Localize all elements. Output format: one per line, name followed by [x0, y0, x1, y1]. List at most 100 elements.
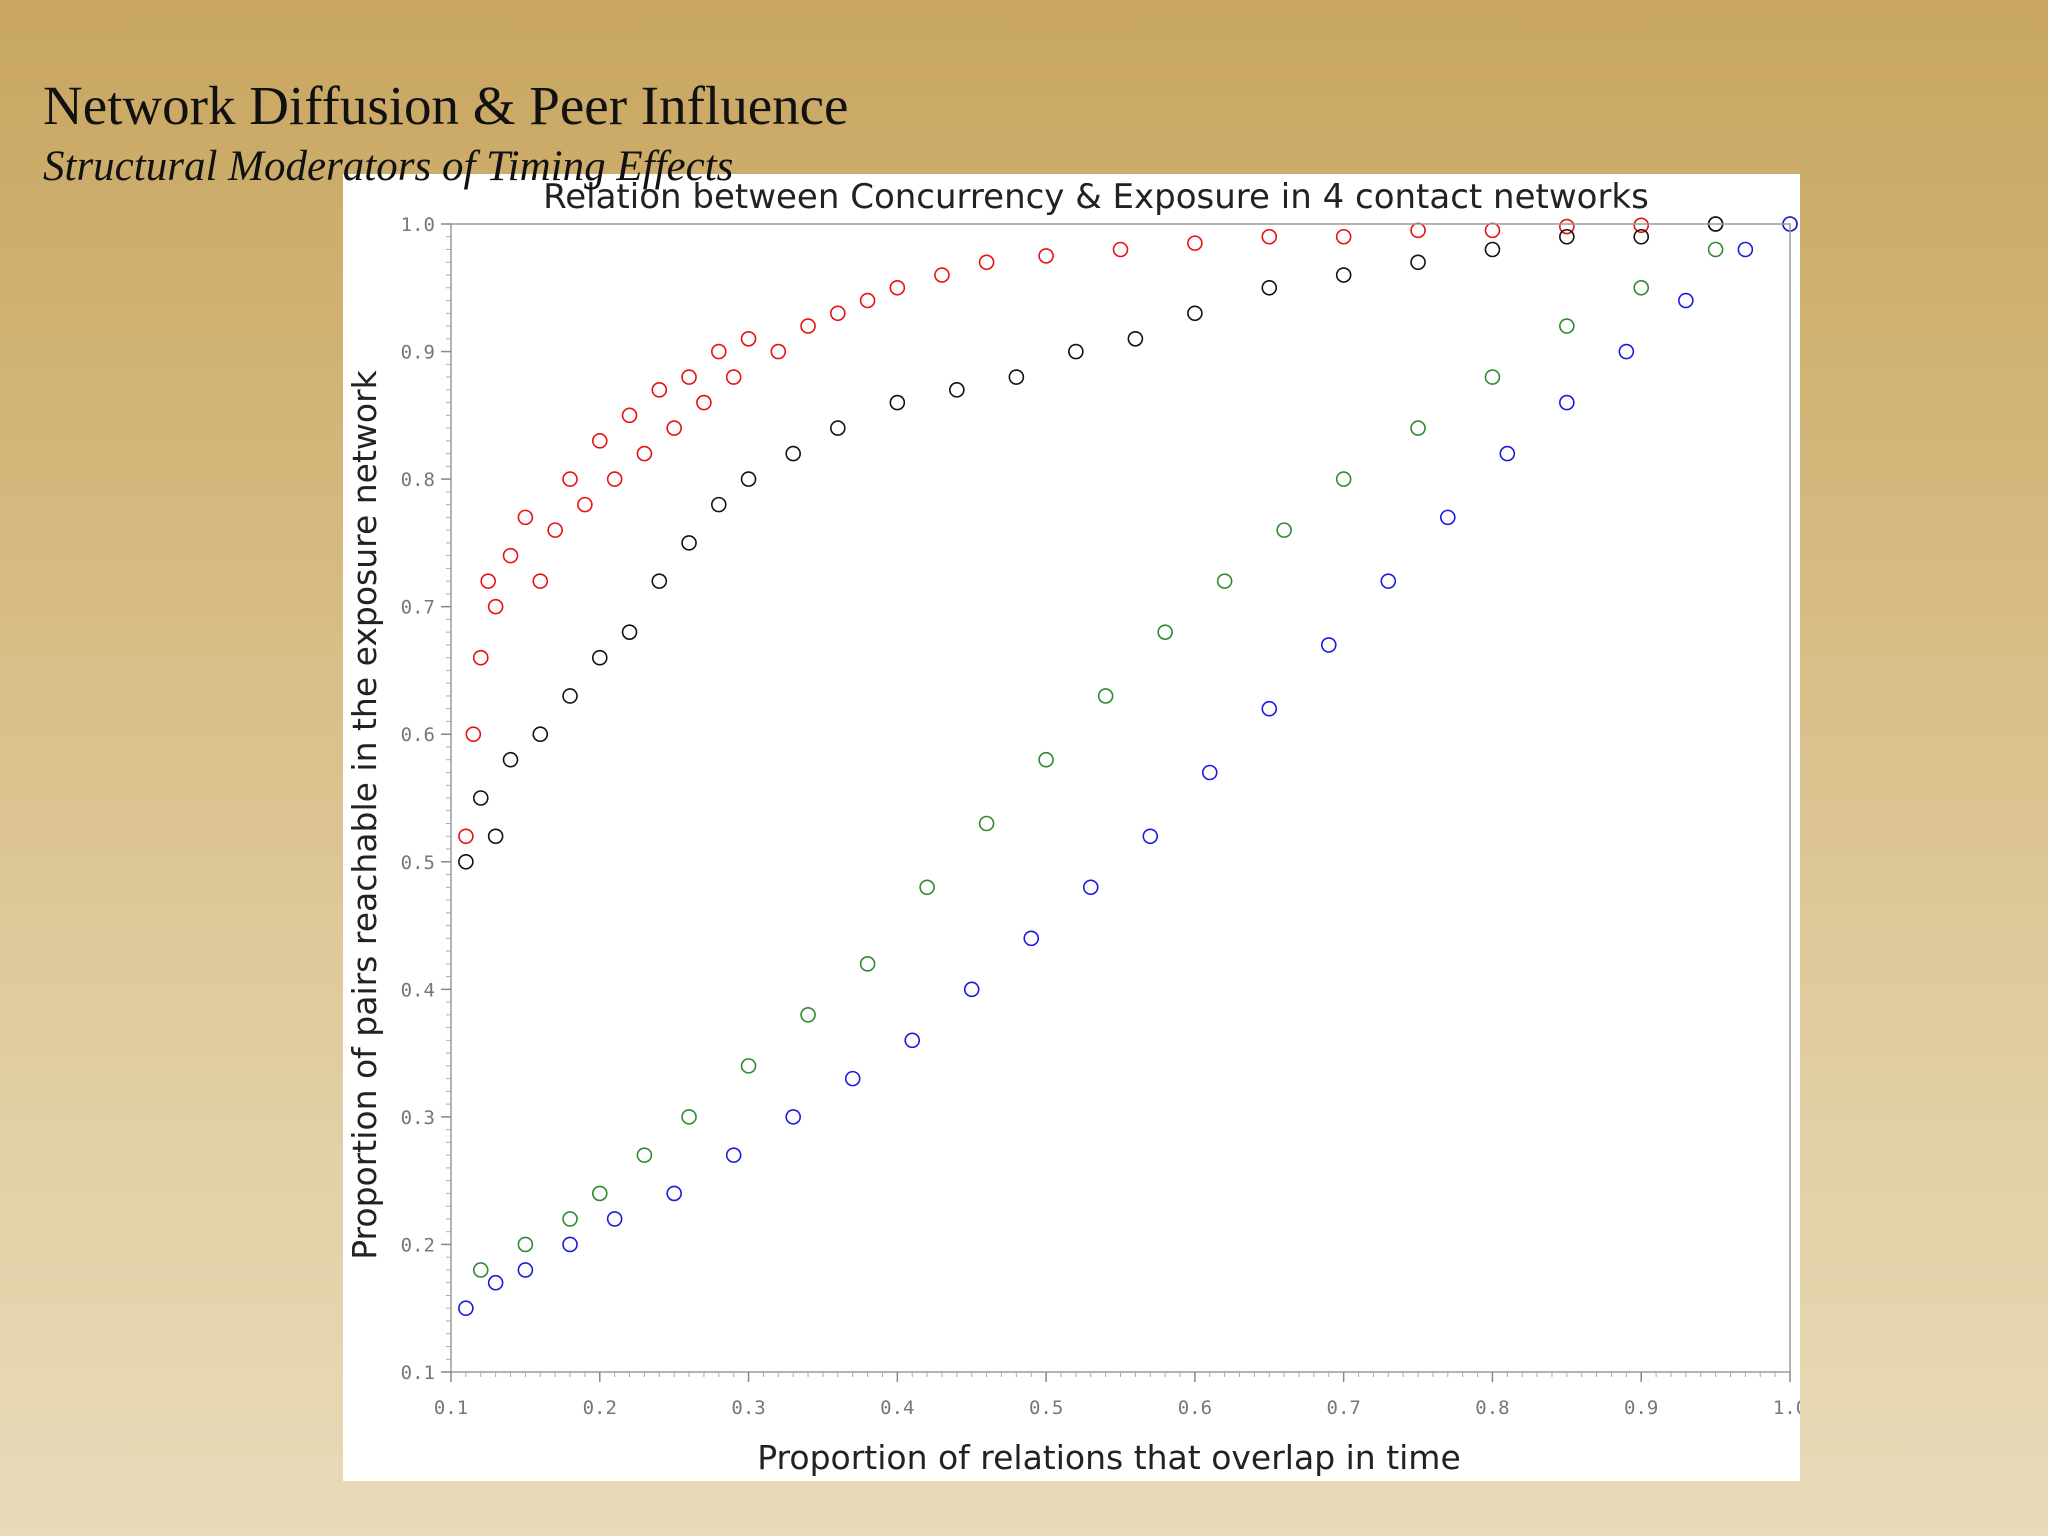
scatter-point: [725, 369, 742, 385]
scatter-point: [1440, 509, 1456, 526]
scatter-point: [889, 279, 906, 296]
x-tick-label: 0.7: [1327, 1397, 1361, 1419]
scatter-point: [1410, 420, 1426, 436]
scatter-point: [919, 879, 935, 896]
scatter-series-2: [458, 216, 1724, 870]
y-tick-label: 0.3: [401, 1107, 435, 1129]
scatter-point: [978, 254, 995, 271]
scatter-point: [1410, 222, 1426, 239]
scatter-point: [591, 649, 608, 666]
scatter-point: [1499, 445, 1516, 462]
x-tick-label: 0.5: [1029, 1397, 1063, 1419]
scatter-point: [666, 1185, 682, 1202]
scatter-point: [1335, 267, 1352, 283]
scatter-series-3: [472, 216, 1798, 1278]
scatter-point: [666, 420, 682, 436]
scatter-point: [458, 1300, 474, 1317]
scatter-point: [621, 407, 638, 424]
scatter-point: [830, 305, 846, 322]
scatter-point: [710, 496, 727, 513]
y-tick-label: 0.2: [401, 1234, 435, 1256]
x-tick-label: 0.2: [583, 1397, 617, 1419]
scatter-point: [1335, 471, 1352, 487]
scatter-point: [1618, 343, 1635, 360]
scatter-point: [1216, 573, 1233, 589]
scatter-point: [532, 573, 549, 589]
scatter-point: [487, 598, 504, 615]
scatter-point: [1335, 228, 1352, 245]
scatter-point: [696, 394, 712, 411]
scatter-series-4: [458, 216, 1798, 1317]
scatter-point: [458, 853, 474, 870]
y-axis-label: Proportion of pairs reachable in the exp…: [345, 369, 384, 1259]
scatter-point: [621, 624, 638, 640]
scatter-point: [517, 1236, 534, 1253]
scatter-point: [1038, 248, 1054, 264]
scatter-point: [532, 726, 549, 743]
x-tick-label: 0.4: [880, 1397, 914, 1419]
scatter-point: [830, 420, 846, 436]
scatter-point: [800, 318, 816, 334]
chart-title: Relation between Concurrency & Exposure …: [543, 177, 1649, 217]
scatter-point: [770, 343, 787, 360]
scatter-point: [1410, 254, 1426, 271]
scatter-point: [1157, 624, 1173, 640]
scatter-point: [502, 547, 519, 564]
scatter-point: [1633, 279, 1650, 296]
x-tick-label: 0.8: [1475, 1397, 1509, 1419]
scatter-point: [465, 726, 482, 743]
x-axis-label: Proportion of relations that overlap in …: [757, 1438, 1461, 1477]
scatter-point: [1559, 228, 1575, 245]
scatter-point: [487, 1274, 504, 1291]
scatter-point: [740, 471, 757, 487]
scatter-point: [1633, 217, 1650, 234]
scatter-point: [844, 1070, 861, 1087]
scatter-point: [785, 1109, 801, 1125]
scatter-point: [889, 394, 906, 411]
scatter-point: [472, 1262, 489, 1278]
scatter-point: [978, 815, 995, 832]
scatter-point: [517, 1262, 534, 1278]
scatter-point: [963, 981, 980, 998]
scatter-point: [949, 382, 965, 398]
scatter-point: [681, 535, 697, 551]
scatter-point: [591, 433, 608, 449]
scatter-point: [480, 573, 496, 589]
scatter-point: [1261, 228, 1278, 245]
scatter-point: [651, 382, 668, 398]
scatter-point: [606, 1211, 623, 1227]
scatter-point: [562, 1211, 578, 1227]
scatter-point: [1112, 241, 1129, 258]
scatter-point: [1038, 751, 1054, 768]
scatter-point: [562, 471, 578, 487]
scatter-point: [740, 331, 757, 347]
scatter-point: [1633, 228, 1650, 245]
y-tick-label: 0.9: [401, 342, 435, 364]
slide-title: Network Diffusion & Peer Influence: [43, 75, 849, 136]
scatter-point: [1484, 369, 1501, 385]
scatter-point: [740, 1058, 757, 1074]
y-tick-label: 1.0: [401, 214, 435, 236]
x-tick-label: 0.9: [1624, 1397, 1658, 1419]
scatter-point: [1261, 700, 1278, 717]
scatter-point: [472, 649, 489, 666]
scatter-point: [458, 828, 474, 845]
y-tick-label: 0.5: [401, 852, 435, 874]
scatter-point: [502, 751, 519, 768]
scatter-point: [1082, 879, 1099, 896]
scatter-point: [1201, 764, 1218, 781]
scatter-point: [1276, 522, 1292, 538]
x-tick-label: 0.6: [1178, 1397, 1212, 1419]
scatter-point: [487, 828, 504, 845]
scatter-chart: Relation between Concurrency & Exposure …: [345, 177, 1800, 1477]
y-tick-label: 0.8: [401, 469, 435, 491]
scatter-point: [651, 573, 668, 589]
x-tick-label: 0.1: [434, 1397, 468, 1419]
plot-area: [458, 216, 1798, 1317]
scatter-point: [681, 369, 697, 385]
scatter-point: [725, 1147, 742, 1163]
scatter-point: [1484, 241, 1501, 258]
slide-subtitle: Structural Moderators of Timing Effects: [43, 143, 734, 190]
scatter-point: [710, 343, 727, 360]
scatter-point: [1484, 222, 1501, 239]
